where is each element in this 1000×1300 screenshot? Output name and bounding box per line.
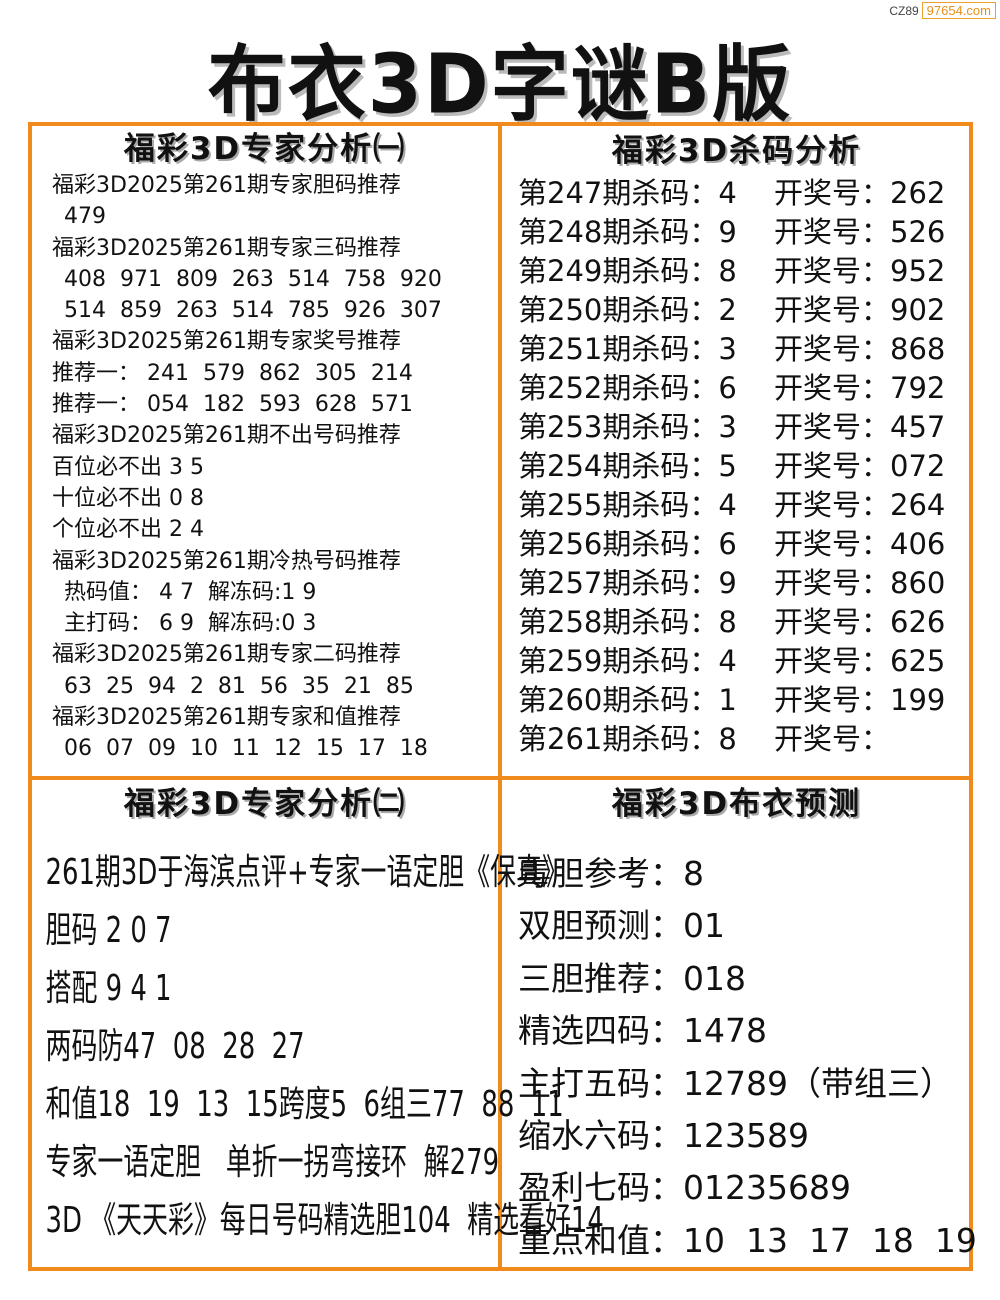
list-item: 福彩3D2025第261期专家三码推荐 [52, 235, 401, 261]
watermark-prefix: CZ89 [889, 3, 919, 18]
panel-title: 福彩3D专家分析㈠ [123, 131, 407, 167]
list-item: 两码防47 08 28 27 [45, 1026, 305, 1067]
draw-number: 开奖号：457 [774, 410, 946, 444]
list-item: 261期3D于海滨点评+专家一语定胆《保真》 [45, 852, 568, 893]
list-item: 514 859 263 514 785 926 307 [64, 298, 442, 324]
kill-code-panel: 福彩3D杀码分析 第247期杀码：4 开奖号：262 第248期杀码：9 开奖号：52… [504, 128, 969, 759]
list-item: 3D 《天天彩》每日号码精选胆104 精选看好14 [45, 1200, 604, 1241]
list-item: 十位必不出 0 8 [52, 485, 204, 511]
kill-row: 第251期杀码：3 开奖号：868 [504, 330, 969, 369]
kill-row: 第250期杀码：2 开奖号：902 [504, 291, 969, 330]
kill-row: 第249期杀码：8 开奖号：952 [504, 252, 969, 291]
list-item: 精选四码：1478 [518, 1011, 767, 1051]
kill-code: 第255期杀码：4 [518, 488, 737, 522]
list-item: 06 07 09 10 11 12 15 17 18 [64, 736, 428, 762]
draw-number: 开奖号：792 [774, 371, 946, 405]
draw-number: 开奖号：526 [774, 215, 946, 249]
draw-number: 开奖号：868 [774, 332, 946, 366]
list-item: 推荐一： 054 182 593 628 571 [52, 392, 413, 418]
kill-code: 第258期杀码：8 [518, 605, 737, 639]
list-item: 主打五码：12789（带组三） [518, 1063, 953, 1103]
list-item: 专家一语定胆 单折一拐弯接环 解279 [45, 1142, 500, 1183]
kill-code: 第248期杀码：9 [518, 215, 737, 249]
kill-code: 第260期杀码：1 [518, 683, 737, 717]
kill-code-list: 第247期杀码：4 开奖号：262 第248期杀码：9 开奖号：526 第249期杀码：… [504, 174, 969, 759]
forecast-list: 毒胆参考：8 双胆预测：01 三胆推荐：018 精选四码：1478 主打五码：12789… [504, 848, 977, 1267]
list-item: 毒胆参考：8 [518, 854, 704, 893]
kill-code: 第251期杀码：3 [518, 332, 737, 366]
draw-number: 开奖号：264 [774, 488, 946, 522]
expert-analysis-1-list: 福彩3D2025第261期专家胆码推荐 479 福彩3D2025第261期专家三码推… [34, 170, 496, 765]
draw-number: 开奖号：406 [774, 527, 946, 561]
expert-analysis-1-panel: 福彩3D专家分析㈠ 福彩3D2025第261期专家胆码推荐 479 福彩3D2025… [34, 128, 496, 765]
list-item: 百位必不出 3 5 [52, 454, 204, 480]
draw-number: 开奖号：072 [774, 449, 946, 483]
list-item: 福彩3D2025第261期专家胆码推荐 [52, 173, 401, 198]
list-item: 福彩3D2025第261期专家奖号推荐 [52, 329, 401, 355]
vertical-divider [498, 122, 502, 1271]
kill-row: 第257期杀码：9 开奖号：860 [504, 564, 969, 603]
list-item: 缩水六码：123589 [518, 1115, 809, 1155]
expert-analysis-2-panel: 福彩3D专家分析㈡ 261期3D于海滨点评+专家一语定胆《保真》 胆码 2 0 7… [34, 782, 604, 1250]
draw-number: 开奖号：860 [774, 566, 946, 600]
kill-row: 第253期杀码：3 开奖号：457 [504, 408, 969, 447]
kill-code: 第253期杀码：3 [518, 410, 737, 444]
draw-number: 开奖号： [774, 722, 891, 756]
page-title: 布衣3D字谜B版 [207, 38, 793, 133]
kill-row: 第258期杀码：8 开奖号：626 [504, 603, 969, 642]
panel-title: 福彩3D布衣预测 [611, 786, 862, 822]
panel-title: 福彩3D专家分析㈡ [123, 786, 407, 822]
kill-row: 第247期杀码：4 开奖号：262 [504, 174, 969, 213]
kill-row: 第254期杀码：5 开奖号：072 [504, 447, 969, 486]
kill-code: 第254期杀码：5 [518, 449, 737, 483]
list-item: 福彩3D2025第261期专家二码推荐 [52, 642, 401, 668]
horizontal-divider [28, 776, 973, 780]
watermark: CZ89 97654.com [889, 2, 996, 19]
watermark-domain: 97654.com [921, 2, 996, 19]
kill-code: 第261期杀码：8 [518, 722, 737, 756]
kill-row: 第255期杀码：4 开奖号：264 [504, 486, 969, 525]
list-item: 479 [64, 204, 106, 230]
kill-row: 第260期杀码：1 开奖号：199 [504, 681, 969, 720]
list-item: 主打码： 6 9 解冻码:0 3 [64, 611, 317, 637]
draw-number: 开奖号：902 [774, 293, 946, 327]
list-item: 重点和值：10 13 17 18 19 [518, 1220, 977, 1260]
list-item: 福彩3D2025第261期冷热号码推荐 [52, 548, 401, 574]
list-item: 福彩3D2025第261期不出号码推荐 [52, 423, 401, 449]
kill-row: 第261期杀码：8 开奖号： [504, 720, 969, 759]
kill-code: 第247期杀码：4 [518, 176, 737, 210]
list-item: 63 25 94 2 81 56 35 21 85 [64, 673, 414, 699]
expert-analysis-2-list: 261期3D于海滨点评+专家一语定胆《保真》 胆码 2 0 7 搭配 9 4 1 两码… [34, 844, 604, 1250]
kill-row: 第256期杀码：6 开奖号：406 [504, 525, 969, 564]
draw-number: 开奖号：952 [774, 254, 946, 288]
list-item: 推荐一： 241 579 862 305 214 [52, 360, 413, 386]
kill-code: 第256期杀码：6 [518, 527, 737, 561]
kill-code: 第257期杀码：9 [518, 566, 737, 600]
kill-row: 第248期杀码：9 开奖号：526 [504, 213, 969, 252]
draw-number: 开奖号：199 [774, 683, 946, 717]
forecast-panel: 福彩3D布衣预测 毒胆参考：8 双胆预测：01 三胆推荐：018 精选四码：1478 主… [504, 782, 977, 1267]
list-item: 三胆推荐：018 [518, 958, 746, 998]
list-item: 福彩3D2025第261期专家和值推荐 [52, 705, 401, 731]
list-item: 热码值： 4 7 解冻码:1 9 [64, 579, 317, 605]
list-item: 和值18 19 13 15跨度5 6组三77 88 11 [45, 1084, 564, 1125]
list-item: 搭配 9 4 1 [45, 968, 172, 1009]
kill-code: 第252期杀码：6 [518, 371, 737, 405]
draw-number: 开奖号：625 [774, 644, 946, 678]
kill-row: 第259期杀码：4 开奖号：625 [504, 642, 969, 681]
list-item: 盈利七码：01235689 [518, 1168, 851, 1208]
list-item: 408 971 809 263 514 758 920 [64, 266, 442, 292]
draw-number: 开奖号：626 [774, 605, 946, 639]
draw-number: 开奖号：262 [774, 176, 946, 210]
list-item: 胆码 2 0 7 [45, 910, 172, 951]
kill-code: 第249期杀码：8 [518, 254, 737, 288]
panel-title: 福彩3D杀码分析 [611, 133, 862, 169]
kill-code: 第250期杀码：2 [518, 293, 737, 327]
kill-code: 第259期杀码：4 [518, 644, 737, 678]
kill-row: 第252期杀码：6 开奖号：792 [504, 369, 969, 408]
list-item: 个位必不出 2 4 [52, 517, 204, 543]
list-item: 双胆预测：01 [518, 906, 725, 946]
